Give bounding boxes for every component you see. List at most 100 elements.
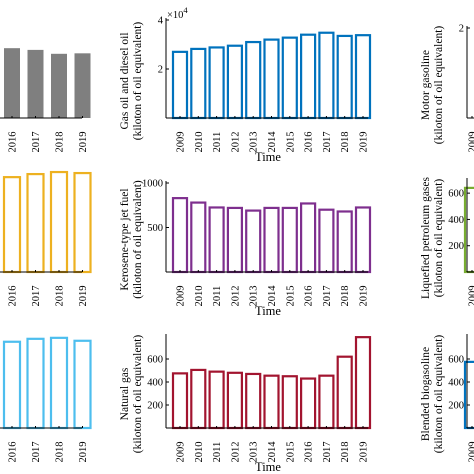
subplot-p6: 2009 200 400 600 Liquefied petroleum gases (k… bbox=[420, 176, 474, 307]
x-tick-label: 2019 bbox=[359, 132, 370, 153]
x-tick-label: 2018 bbox=[340, 132, 351, 153]
x-tick-label: 2009 bbox=[468, 442, 474, 463]
x-axis-title: Time bbox=[255, 150, 281, 164]
bar-p1-2019 bbox=[74, 53, 91, 118]
bar-p5-2011 bbox=[208, 206, 225, 274]
subplot-p7: 2016 2017 2018 2019 bbox=[0, 336, 92, 463]
bar-p2-2016 bbox=[300, 33, 317, 120]
x-tick-label: 2019 bbox=[78, 442, 89, 463]
bar-p7-2018 bbox=[49, 336, 69, 430]
bar-p1-2016 bbox=[4, 48, 20, 118]
bar-p1-2018 bbox=[51, 53, 67, 119]
x-tick-label: 2011 bbox=[212, 286, 223, 307]
x-tick-label: 2013 bbox=[249, 286, 260, 307]
x-tick-label: 2018 bbox=[340, 442, 351, 463]
x-axis-title: Time bbox=[255, 460, 281, 474]
x-tick-label: 2017 bbox=[31, 132, 42, 153]
subplot-p8: 2009 2010 2011 2012 2013 2014 2015 2016 2017 2018… bbox=[119, 334, 372, 474]
x-tick-label: 2015 bbox=[285, 442, 296, 463]
x-tick-label: 2011 bbox=[212, 442, 223, 463]
x-tick-label: 2015 bbox=[285, 132, 296, 153]
bar-p7-2017 bbox=[26, 337, 45, 430]
y-axis-title: Blended biogasoline bbox=[420, 347, 432, 441]
x-tick-label: 2016 bbox=[8, 442, 19, 463]
x-tick-label: 2016 bbox=[8, 132, 19, 153]
y-axis-title: Natural gas bbox=[119, 367, 131, 420]
y-axis-title: (kiloton of oil equivalent) bbox=[132, 180, 144, 299]
bar-p1-2017 bbox=[27, 49, 44, 118]
bar-p2-2014 bbox=[263, 38, 280, 120]
bar-p2-2011 bbox=[208, 46, 225, 120]
bar-p4-2019 bbox=[73, 171, 92, 274]
y-axis-title: Kerosene-type jet fuel bbox=[119, 188, 131, 290]
y-axis-title: Motor gasoline bbox=[420, 50, 432, 120]
y-tick-label: 400 bbox=[147, 378, 163, 389]
x-tick-label: 2013 bbox=[249, 442, 260, 463]
bar-p7-2016 bbox=[2, 340, 22, 430]
bar-p9-2009 bbox=[463, 360, 474, 430]
y-tick-label: 2 bbox=[158, 65, 163, 76]
x-tick-label: 2019 bbox=[78, 286, 89, 307]
y-tick-label: 500 bbox=[147, 223, 163, 234]
y-tick-label: 400 bbox=[448, 378, 464, 389]
bar-p7-2019 bbox=[73, 339, 92, 430]
y-axis-title: (kiloton of oil equivalent) bbox=[433, 26, 445, 145]
x-tick-label: 2014 bbox=[267, 441, 278, 463]
bar-p5-2017 bbox=[318, 208, 335, 274]
bar-p2-2013 bbox=[245, 40, 262, 120]
subplot-p9: 2009 200 400 600 Blended biogasoline (kiloton… bbox=[420, 334, 474, 463]
x-tick-label: 2012 bbox=[230, 132, 241, 153]
bar-p8-2010 bbox=[190, 368, 207, 430]
bar-p8-2011 bbox=[208, 370, 225, 430]
subplot-p1: 2016 2017 2018 2019 bbox=[0, 48, 91, 153]
x-tick-label: 2010 bbox=[194, 442, 205, 463]
x-tick-label: 2019 bbox=[359, 286, 370, 307]
bar-p8-2014 bbox=[263, 374, 280, 430]
x-tick-label: 2017 bbox=[322, 442, 333, 463]
bar-p2-2012 bbox=[226, 44, 243, 120]
y-exponent-label: ×104 bbox=[167, 5, 188, 21]
bar-p5-2019 bbox=[354, 206, 372, 274]
x-tick-label: 2014 bbox=[267, 285, 278, 307]
bar-p2-2009 bbox=[171, 50, 189, 120]
x-tick-label: 2012 bbox=[230, 286, 241, 307]
bar-p2-2018 bbox=[336, 34, 353, 120]
x-tick-label: 2019 bbox=[359, 442, 370, 463]
x-tick-label: 2018 bbox=[340, 286, 351, 307]
x-tick-label: 2009 bbox=[176, 132, 187, 153]
bar-p5-2012 bbox=[226, 206, 243, 274]
x-tick-label: 2018 bbox=[55, 442, 66, 463]
x-axis-title: Time bbox=[255, 304, 281, 318]
y-tick-label: 200 bbox=[448, 401, 464, 412]
y-axis-title: (kiloton of oil equivalent) bbox=[433, 179, 445, 298]
bar-p8-2018 bbox=[336, 355, 353, 430]
x-tick-label: 2016 bbox=[304, 286, 315, 307]
bar-p8-2019 bbox=[354, 336, 372, 430]
x-tick-label: 2017 bbox=[322, 132, 333, 153]
bar-p8-2013 bbox=[245, 372, 262, 430]
bar-p5-2009 bbox=[171, 197, 189, 274]
x-tick-label: 2010 bbox=[194, 132, 205, 153]
bar-p2-2017 bbox=[318, 31, 335, 120]
x-tick-label: 2018 bbox=[55, 132, 66, 153]
bar-p4-2017 bbox=[26, 172, 45, 274]
y-axis-title: (kiloton of oil equivalent) bbox=[132, 22, 144, 141]
x-tick-label: 2009 bbox=[468, 286, 474, 307]
bar-p5-2016 bbox=[300, 202, 317, 274]
y-tick-label: 4 bbox=[158, 16, 164, 27]
y-tick-label: 1000 bbox=[142, 179, 163, 190]
x-tick-label: 2018 bbox=[55, 286, 66, 307]
bar-p2-2019 bbox=[354, 34, 372, 120]
x-tick-label: 2009 bbox=[176, 286, 187, 307]
bar-p6-2009 bbox=[463, 186, 474, 274]
bar-p8-2015 bbox=[281, 375, 298, 430]
y-axis-title: Liquefied petroleum gases bbox=[420, 176, 432, 299]
x-tick-label: 2014 bbox=[267, 131, 278, 153]
x-tick-label: 2009 bbox=[468, 132, 474, 153]
x-tick-label: 2013 bbox=[249, 132, 260, 153]
subplot-p5: 2009 2010 2011 2012 2013 2014 2015 2016 2017 2018… bbox=[119, 179, 372, 318]
y-tick-label: 2 bbox=[459, 24, 464, 35]
y-tick-label: 200 bbox=[147, 401, 163, 412]
bar-p8-2016 bbox=[300, 377, 317, 430]
